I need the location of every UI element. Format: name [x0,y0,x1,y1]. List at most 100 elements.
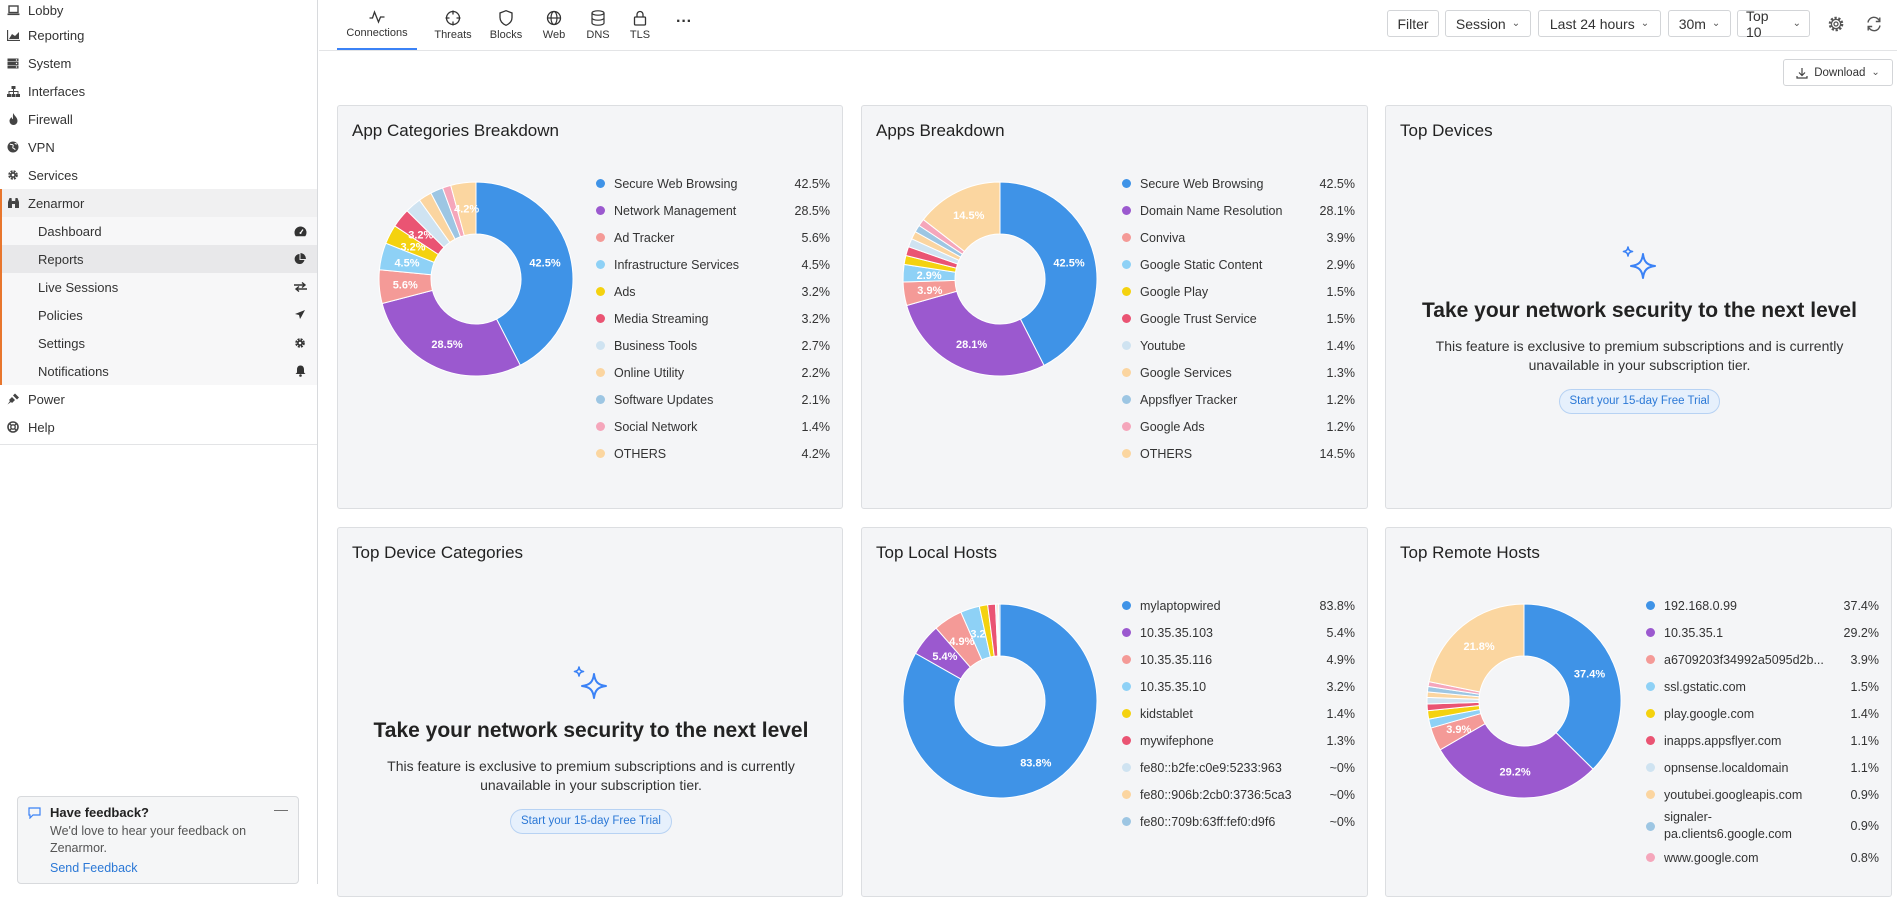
send-feedback-link[interactable]: Send Feedback [50,861,138,875]
legend-item[interactable]: Google Play 1.5% [1122,278,1355,305]
legend-label: opnsense.localdomain [1664,760,1789,775]
legend-item[interactable]: fe80::b2fe:c0e9:5233:963 ~0% [1122,754,1355,781]
legend-item[interactable]: 10.35.35.103 5.4% [1122,619,1355,646]
legend-item[interactable]: opnsense.localdomain 1.1% [1646,754,1879,781]
exchange-icon [293,280,307,294]
tab-dns[interactable]: DNS [578,0,618,50]
sidebar-subitem-reports[interactable]: Reports [0,245,317,273]
donut-slice[interactable] [906,290,1045,377]
legend-item[interactable]: a6709203f34992a5095d2b... 3.9% [1646,646,1879,673]
tab-blocks[interactable]: Blocks [483,0,529,50]
legend-item[interactable]: Appsflyer Tracker 1.2% [1122,386,1355,413]
sidebar-item-reporting[interactable]: Reporting [0,21,317,49]
donut-slice[interactable] [1439,722,1594,799]
legend-item[interactable]: play.google.com 1.4% [1646,700,1879,727]
legend-item[interactable]: OTHERS 14.5% [1122,440,1355,467]
legend-item[interactable]: OTHERS 4.2% [596,440,830,467]
tab-connections[interactable]: Connections [337,0,417,50]
legend-item[interactable]: Conviva 3.9% [1122,224,1355,251]
legend-item[interactable]: Google Ads 1.2% [1122,413,1355,440]
tab-threats[interactable]: Threats [428,0,478,50]
sidebar-item-label: Firewall [28,111,73,127]
legend-value: 29.2% [1843,625,1879,640]
legend-item[interactable]: Business Tools 2.7% [596,332,830,359]
legend-item[interactable]: Network Management 28.5% [596,197,830,224]
donut-slice[interactable] [902,603,1098,799]
session-dropdown[interactable]: Session ⌄ [1445,10,1531,37]
legend-value: 42.5% [794,176,830,191]
donut-slice[interactable] [999,181,1098,367]
interval-dropdown[interactable]: 30m ⌄ [1668,10,1731,37]
legend-item[interactable]: 10.35.35.1 29.2% [1646,619,1879,646]
sidebar-item-firewall[interactable]: Firewall [0,105,317,133]
legend-item[interactable]: fe80::906b:2cb0:3736:5ca3 ~0% [1122,781,1355,808]
legend-item[interactable]: inapps.appsflyer.com 1.1% [1646,727,1879,754]
time-range-dropdown[interactable]: Last 24 hours ⌄ [1538,10,1661,37]
donut-slice[interactable] [1428,603,1525,693]
donut-slice[interactable] [997,603,1001,657]
legend-label: Domain Name Resolution [1140,203,1283,218]
donut-slice[interactable] [450,181,477,237]
legend-item[interactable]: 192.168.0.99 37.4% [1646,592,1879,619]
legend-item[interactable]: Google Static Content 2.9% [1122,251,1355,278]
legend-item[interactable]: www.google.com 0.8% [1646,844,1879,871]
top-n-dropdown[interactable]: Top 10 ⌄ [1737,8,1810,40]
legend-item[interactable]: Youtube 1.4% [1122,332,1355,359]
slice-label: 28.5% [431,339,462,351]
legend-dot [1122,790,1131,799]
sidebar: Lobby Reporting System Interfaces Firewa… [0,0,318,884]
minimize-icon[interactable]: — [274,801,288,817]
more-tabs-icon[interactable]: ··· [676,13,692,30]
sidebar-item-lobby[interactable]: Lobby [0,0,317,21]
legend-item[interactable]: Ads 3.2% [596,278,830,305]
sidebar-item-system[interactable]: System [0,49,317,77]
legend-item[interactable]: 10.35.35.116 4.9% [1122,646,1355,673]
legend-item[interactable]: Software Updates 2.1% [596,386,830,413]
legend-dot [1122,736,1131,745]
legend-item[interactable]: Secure Web Browsing 42.5% [1122,170,1355,197]
legend-value: 4.9% [1326,652,1356,667]
sidebar-subitem-policies[interactable]: Policies [0,301,317,329]
donut-slice[interactable] [475,181,574,366]
legend-item[interactable]: Social Network 1.4% [596,413,830,440]
legend-item[interactable]: mylaptopwired 83.8% [1122,592,1355,619]
legend-item[interactable]: signaler-pa.clients6.google.com 0.9% [1646,808,1879,844]
legend-item[interactable]: youtubei.googleapis.com 0.9% [1646,781,1879,808]
download-button[interactable]: Download ⌄ [1783,59,1893,86]
legend-item[interactable]: mywifephone 1.3% [1122,727,1355,754]
legend-dot [1122,179,1131,188]
legend-item[interactable]: Google Services 1.3% [1122,359,1355,386]
sidebar-item-zenarmor[interactable]: Zenarmor [0,189,317,217]
tab-web[interactable]: Web [534,0,574,50]
sidebar-item-vpn[interactable]: VPN [0,133,317,161]
refresh-icon[interactable] [1862,12,1886,36]
legend-item[interactable]: Ad Tracker 5.6% [596,224,830,251]
legend-item[interactable]: 10.35.35.10 3.2% [1122,673,1355,700]
tab-tls[interactable]: TLS [620,0,660,50]
sidebar-subitem-dashboard[interactable]: Dashboard [0,217,317,245]
free-trial-button[interactable]: Start your 15-day Free Trial [510,809,672,834]
donut-slice[interactable] [381,289,521,377]
legend-item[interactable]: Google Trust Service 1.5% [1122,305,1355,332]
sidebar-subitem-notifications[interactable]: Notifications [0,357,317,385]
sidebar-item-services[interactable]: Services [0,161,317,189]
donut-slice[interactable] [922,181,1001,253]
legend-item[interactable]: Domain Name Resolution 28.1% [1122,197,1355,224]
sidebar-item-power[interactable]: Power [0,385,317,413]
donut-slice[interactable] [1523,603,1622,770]
legend-item[interactable]: Online Utility 2.2% [596,359,830,386]
sidebar-subitem-live-sessions[interactable]: Live Sessions [0,273,317,301]
sidebar-item-help[interactable]: Help [0,413,317,441]
legend-item[interactable]: Secure Web Browsing 42.5% [596,170,830,197]
upsell-heading: Take your network security to the next l… [1422,299,1857,322]
legend-item[interactable]: Infrastructure Services 4.5% [596,251,830,278]
free-trial-button[interactable]: Start your 15-day Free Trial [1558,389,1721,414]
sidebar-subitem-settings[interactable]: Settings [0,329,317,357]
legend-item[interactable]: fe80::709b:63ff:fef0:d9f6 ~0% [1122,808,1355,835]
filter-button[interactable]: Filter [1387,10,1439,37]
settings-gear-icon[interactable] [1824,12,1848,36]
legend-item[interactable]: Media Streaming 3.2% [596,305,830,332]
legend-item[interactable]: kidstablet 1.4% [1122,700,1355,727]
sidebar-item-interfaces[interactable]: Interfaces [0,77,317,105]
legend-item[interactable]: ssl.gstatic.com 1.5% [1646,673,1879,700]
